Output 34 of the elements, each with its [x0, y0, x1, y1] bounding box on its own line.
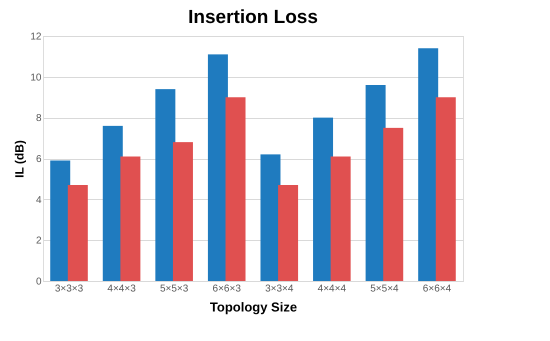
- x-tick-label: 4×4×4: [318, 284, 346, 294]
- y-tick-label: 0: [36, 276, 42, 288]
- y-tick-label: 6: [36, 154, 42, 165]
- x-tick-label: 6×6×4: [422, 284, 452, 294]
- x-tick-label: 3×3×3: [54, 284, 84, 294]
- bar: [418, 48, 438, 281]
- bar: [155, 89, 176, 281]
- bar: [120, 156, 140, 281]
- bar: [278, 185, 298, 281]
- bar: [208, 54, 228, 281]
- x-axis-title: Topology Size: [210, 300, 298, 314]
- bar: [260, 154, 280, 281]
- y-tick-label: 10: [30, 72, 42, 84]
- chart-title: Insertion Loss: [188, 7, 318, 28]
- x-tick-label: 5×5×4: [370, 284, 400, 294]
- y-axis-title: IL (dB): [12, 140, 26, 178]
- bar: [313, 118, 334, 281]
- bar: [68, 185, 88, 281]
- x-tick-label: 5×5×3: [160, 284, 189, 294]
- bar: [226, 97, 246, 281]
- x-tick-label: 6×6×3: [212, 284, 242, 294]
- bar: [172, 142, 193, 281]
- x-tick-label: 4×4×3: [107, 284, 136, 294]
- y-tick-label: 2: [36, 236, 42, 247]
- bar: [383, 128, 404, 281]
- bar: [102, 126, 123, 281]
- bar: [330, 156, 351, 281]
- y-tick-label: 8: [36, 113, 42, 124]
- x-tick-label: 3×3×4: [265, 284, 294, 294]
- bar: [366, 85, 386, 281]
- y-tick-label: 12: [30, 32, 42, 42]
- bar: [50, 160, 70, 281]
- bar: [436, 97, 456, 281]
- y-tick-label: 4: [36, 194, 42, 206]
